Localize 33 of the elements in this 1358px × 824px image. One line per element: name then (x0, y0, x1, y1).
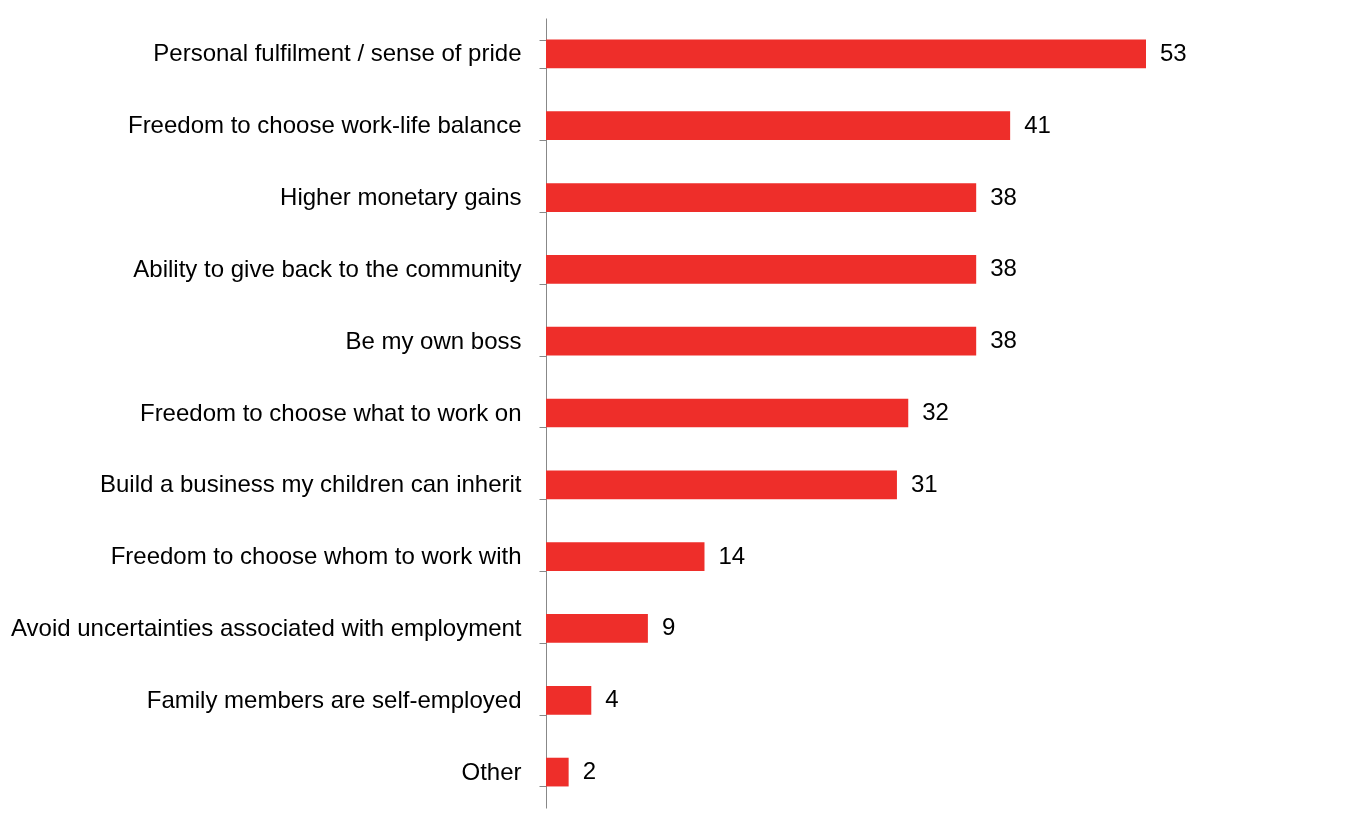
y-tick-label: Family members are self-employed (146, 685, 522, 713)
bar (546, 470, 897, 500)
bar (546, 255, 977, 284)
data-label: 9 (661, 613, 676, 641)
data-label: 32 (922, 398, 949, 425)
bar (546, 111, 1011, 141)
bar (546, 398, 909, 428)
bar (546, 614, 648, 643)
y-tick-label: Other (461, 757, 522, 785)
bar (546, 183, 977, 212)
data-label: 41 (1024, 110, 1051, 138)
bar (546, 39, 1146, 69)
y-tick-label: Avoid uncertainties associated with employment (11, 613, 522, 641)
bar (546, 542, 705, 571)
bar (546, 757, 569, 787)
data-label: 31 (910, 469, 938, 497)
y-tick-label: Build a business my children can inherit (99, 470, 522, 498)
y-tick-label: Higher monetary gains (280, 183, 522, 211)
data-label: 38 (990, 326, 1017, 354)
data-label: 38 (990, 182, 1017, 210)
data-label: 53 (1160, 38, 1187, 66)
data-label: 14 (718, 541, 746, 569)
y-tick-label: Personal fulfilment / sense of pride (153, 39, 522, 67)
bar (546, 326, 977, 356)
y-tick-label: Freedom to choose work-life balance (127, 111, 522, 139)
y-tick-label: Freedom to choose whom to work with (110, 542, 522, 570)
bar (546, 685, 592, 715)
data-label: 38 (990, 254, 1017, 282)
y-tick-label: Be my own boss (345, 326, 522, 354)
y-tick-label: Freedom to choose what to work on (139, 398, 522, 426)
y-tick-label: Ability to give back to the community (133, 254, 522, 282)
data-label: 2 (582, 757, 596, 785)
data-label: 4 (605, 685, 619, 713)
